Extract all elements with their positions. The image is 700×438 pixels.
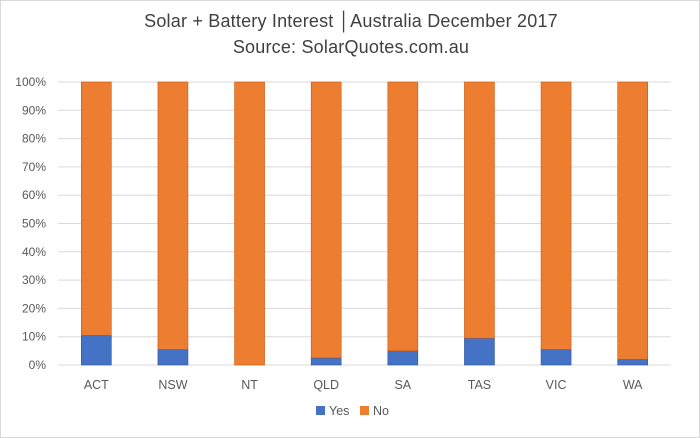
legend-label: No (373, 404, 389, 418)
bar-no (234, 81, 265, 366)
y-tick-label: 10% (22, 330, 46, 344)
bar-no (387, 81, 419, 352)
bar-yes (464, 337, 495, 366)
x-tick-label: TAS (468, 378, 491, 392)
x-tick-label: QLD (313, 378, 339, 392)
x-tick-label: WA (623, 378, 643, 392)
y-tick-label: 60% (22, 188, 46, 202)
legend-swatch (360, 406, 369, 415)
x-tick-label: SA (394, 378, 411, 392)
bar-no (464, 81, 495, 339)
bar-yes (81, 334, 112, 366)
chart-title: Solar + Battery Interest │Australia Dece… (144, 11, 558, 31)
y-tick-label: 100% (15, 75, 46, 89)
bar-yes (540, 349, 572, 366)
x-tick-label: NT (241, 378, 258, 392)
legend-swatch (316, 406, 325, 415)
y-tick-label: 70% (22, 160, 46, 174)
legend-label: Yes (329, 404, 349, 418)
y-tick-label: 90% (22, 103, 46, 117)
bar-yes (617, 359, 648, 366)
chart-subtitle: Source: SolarQuotes.com.au (232, 37, 470, 57)
bar-yes (310, 357, 342, 366)
x-tick-label: VIC (546, 378, 567, 392)
bar-yes (157, 349, 189, 366)
x-tick-label: ACT (84, 378, 109, 392)
bar-no (81, 81, 112, 336)
bar-no (617, 81, 648, 360)
bar-yes (387, 350, 419, 366)
y-tick-label: 80% (22, 132, 46, 146)
bar-no (157, 81, 189, 350)
y-tick-label: 30% (22, 273, 46, 287)
y-tick-label: 0% (29, 358, 47, 372)
bar-no (310, 81, 342, 359)
x-tick-label: NSW (158, 378, 187, 392)
y-tick-label: 50% (22, 217, 46, 231)
bar-no (540, 81, 572, 350)
y-tick-label: 20% (22, 301, 46, 315)
y-tick-label: 40% (22, 245, 46, 259)
